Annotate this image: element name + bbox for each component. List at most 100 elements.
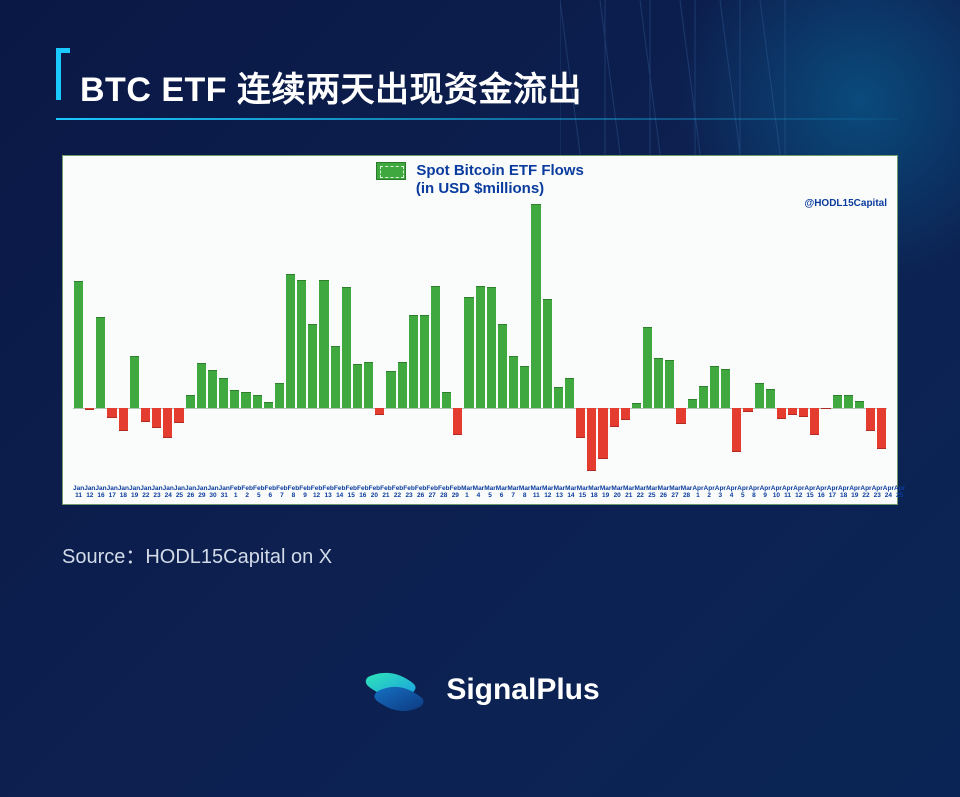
flow-bar [821, 408, 830, 409]
flow-bar [342, 287, 351, 408]
bar-column [542, 204, 553, 472]
flow-bar [598, 408, 607, 459]
x-tick-label: Apr24 [883, 486, 894, 500]
bar-column [776, 204, 787, 472]
flow-bar [487, 287, 496, 408]
money-icon [376, 162, 406, 180]
x-tick-label: Jan25 [174, 486, 185, 500]
flow-bar [799, 408, 808, 417]
bar-column [341, 204, 352, 472]
flow-bar [676, 408, 685, 425]
flow-bar [464, 297, 473, 408]
bar-column [709, 204, 720, 472]
x-tick-label: Apr16 [816, 486, 827, 500]
x-tick-label: Feb5 [253, 486, 265, 500]
x-tick-label: Feb23 [403, 486, 415, 500]
flow-bar [453, 408, 462, 435]
bar-column [73, 204, 84, 472]
bar-column [586, 204, 597, 472]
bar-column [296, 204, 307, 472]
bar-column [508, 204, 519, 472]
x-tick-label: Feb16 [357, 486, 369, 500]
x-tick-label: Mar11 [530, 486, 542, 500]
x-tick-label: Mar14 [565, 486, 577, 500]
x-tick-label: Jan24 [163, 486, 174, 500]
bar-column [140, 204, 151, 472]
chart-title: Spot Bitcoin ETF Flows (in USD $millions… [63, 162, 897, 197]
bar-column [452, 204, 463, 472]
bar-column [609, 204, 620, 472]
chart-title-line1: Spot Bitcoin ETF Flows [416, 162, 584, 179]
flow-bar [543, 299, 552, 408]
bar-column [397, 204, 408, 472]
bar-column [809, 204, 820, 472]
bar-column [285, 204, 296, 472]
flow-bar [688, 399, 697, 408]
x-tick-label: Apr8 [748, 486, 759, 500]
x-tick-label: Feb8 [288, 486, 300, 500]
x-tick-label: Feb14 [334, 486, 346, 500]
x-tick-label: Jan17 [107, 486, 118, 500]
flow-bar [576, 408, 585, 438]
x-tick-label: Mar15 [577, 486, 589, 500]
bar-column [330, 204, 341, 472]
flow-bar [186, 395, 195, 408]
flow-bar [632, 403, 641, 408]
flow-bar [398, 362, 407, 408]
bar-column [129, 204, 140, 472]
bar-column [653, 204, 664, 472]
x-tick-label: Feb12 [311, 486, 323, 500]
bar-column [798, 204, 809, 472]
x-tick-label: Apr10 [771, 486, 782, 500]
bar-column [229, 204, 240, 472]
x-tick-label: Feb9 [299, 486, 311, 500]
x-tick-label: Mar28 [681, 486, 693, 500]
x-tick-label: Apr15 [804, 486, 815, 500]
bar-column [720, 204, 731, 472]
x-tick-label: Apr12 [793, 486, 804, 500]
x-tick-label: Feb27 [426, 486, 438, 500]
brand-footer: SignalPlus [0, 665, 960, 715]
x-tick-label: Feb29 [450, 486, 462, 500]
x-tick-label: Jan26 [185, 486, 196, 500]
flow-bar [498, 324, 507, 408]
bar-column [642, 204, 653, 472]
bar-column [631, 204, 642, 472]
flow-bar [565, 378, 574, 408]
flow-bar [219, 378, 228, 408]
x-tick-label: Apr3 [715, 486, 726, 500]
flow-bar [766, 389, 775, 407]
x-tick-label: Apr2 [704, 486, 715, 500]
flow-bar [96, 317, 105, 408]
flow-bar [409, 315, 418, 408]
bar-column [553, 204, 564, 472]
flow-bar [85, 408, 94, 410]
x-tick-label: Jan31 [219, 486, 230, 500]
x-tick-label: Jan18 [118, 486, 129, 500]
x-tick-label: Apr5 [737, 486, 748, 500]
bar-column [185, 204, 196, 472]
bar-column [162, 204, 173, 472]
bar-column [463, 204, 474, 472]
flow-bar [420, 315, 429, 408]
chart-title-line2: (in USD $millions) [416, 180, 544, 197]
flow-bar [319, 280, 328, 408]
flow-bar [386, 371, 395, 408]
bar-column [173, 204, 184, 472]
bar-column [832, 204, 843, 472]
flow-bar [431, 286, 440, 408]
x-tick-label: Mar25 [646, 486, 658, 500]
x-tick-label: Mar7 [507, 486, 519, 500]
x-tick-label: Mar21 [623, 486, 635, 500]
bar-column [575, 204, 586, 472]
x-tick-label: Mar26 [658, 486, 670, 500]
bar-column [252, 204, 263, 472]
flow-bar [107, 408, 116, 418]
bar-column [530, 204, 541, 472]
bar-column [820, 204, 831, 472]
flow-bar [866, 408, 875, 431]
flow-bar [833, 395, 842, 408]
flow-bar [699, 386, 708, 408]
page-title: BTC ETF 连续两天出现资金流出 [62, 62, 898, 111]
x-tick-label: Mar19 [600, 486, 612, 500]
